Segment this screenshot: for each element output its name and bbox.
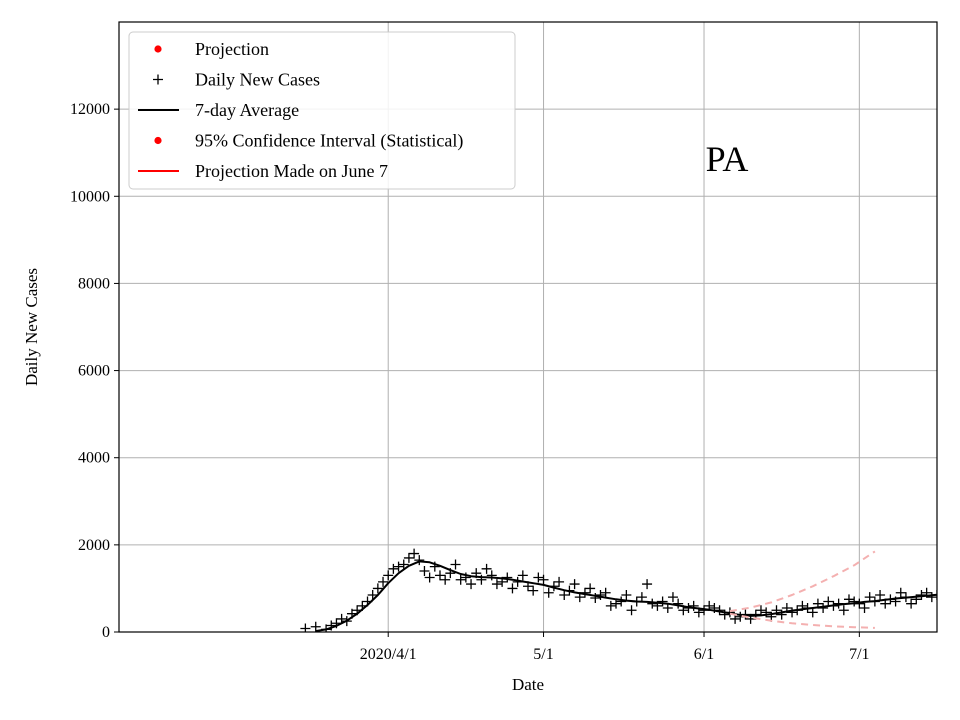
case-point	[367, 589, 378, 600]
case-point	[926, 592, 937, 603]
x-tick-label: 7/1	[849, 646, 869, 663]
case-point	[455, 574, 466, 585]
dashed-projection-line	[729, 612, 875, 629]
legend: Projection Daily New Cases 7-day Average 95…	[128, 31, 516, 190]
case-point	[590, 593, 601, 604]
case-point	[895, 587, 906, 598]
case-point	[507, 583, 518, 594]
case-point	[434, 570, 445, 581]
case-point	[491, 579, 502, 590]
y-tick-label: 12000	[70, 101, 110, 118]
case-point	[787, 607, 798, 618]
legend-marker-projection	[154, 45, 162, 53]
y-tick-label: 6000	[78, 363, 110, 380]
y-tick-label: 0	[102, 624, 110, 641]
7-day-average-line	[315, 560, 937, 632]
case-point	[388, 563, 399, 574]
case-point	[559, 589, 570, 600]
case-point	[595, 589, 606, 600]
legend-label-daily-new-cases: Daily New Cases	[195, 70, 320, 90]
x-tick-label: 2020/4/1	[360, 646, 417, 663]
case-point	[398, 559, 409, 570]
case-point	[906, 598, 917, 609]
case-point	[466, 579, 477, 590]
x-tick-label: 5/1	[533, 646, 553, 663]
grid	[119, 22, 937, 633]
legend-label-projection-made-on-june-7: Projection Made on June 7	[195, 161, 388, 181]
case-point	[719, 609, 730, 620]
dashed-projection-line	[729, 550, 876, 613]
legend-box	[128, 31, 516, 190]
legend-label-95-confidence-interval-statistical: 95% Confidence Interval (Statistical)	[195, 131, 463, 152]
region-label: PA	[706, 139, 749, 179]
y-tick-label: 10000	[70, 188, 110, 205]
case-point	[642, 579, 653, 590]
legend-label-projection: Projection	[195, 39, 269, 59]
case-point	[605, 600, 616, 611]
y-tick-label: 2000	[78, 537, 110, 554]
case-point	[378, 576, 389, 587]
case-point	[409, 548, 420, 559]
case-point	[569, 579, 580, 590]
case-point	[875, 589, 886, 600]
case-point	[688, 600, 699, 611]
legend-marker-daily-new-cases	[153, 74, 163, 85]
case-point	[667, 592, 678, 603]
case-point	[528, 585, 539, 596]
ticks: 2020/4/15/16/17/18/19/110/111/112/12021/…	[70, 101, 870, 663]
legend-label-7-day-average: 7-day Average	[195, 100, 299, 120]
case-point	[673, 598, 684, 609]
case-point	[600, 587, 611, 598]
case-point	[776, 609, 787, 620]
case-point	[533, 572, 544, 583]
case-point	[626, 605, 637, 616]
case-point	[755, 605, 766, 616]
case-point	[538, 574, 549, 585]
case-point	[419, 566, 430, 576]
case-point	[616, 596, 627, 607]
x-tick-label: 6/1	[694, 646, 714, 663]
case-point	[543, 587, 554, 598]
legend-marker-95-confidence-interval-statistical	[154, 136, 162, 145]
case-point	[517, 570, 528, 581]
case-point	[440, 574, 451, 585]
case-point	[414, 555, 425, 566]
case-point	[450, 559, 461, 570]
plot-frame	[118, 21, 938, 633]
case-point	[372, 583, 383, 594]
case-point	[502, 572, 513, 583]
case-point	[807, 607, 818, 618]
case-point	[647, 598, 658, 609]
case-point	[823, 596, 834, 607]
case-point	[838, 605, 849, 616]
y-axis-title: Daily New Cases	[22, 268, 41, 386]
case-point	[849, 596, 860, 607]
y-tick-label: 8000	[78, 275, 110, 292]
y-tick-label: 4000	[78, 450, 110, 467]
x-axis-title: Date	[512, 675, 544, 694]
case-point	[393, 561, 404, 572]
case-point	[424, 572, 435, 583]
case-point	[859, 603, 870, 614]
case-point	[403, 552, 414, 563]
case-point	[585, 583, 596, 594]
case-point	[486, 570, 497, 581]
case-point	[657, 596, 668, 607]
data-layer	[300, 548, 937, 632]
case-point	[636, 592, 647, 603]
case-point	[621, 589, 632, 600]
case-point	[554, 576, 565, 587]
case-point	[481, 563, 492, 574]
case-point	[383, 570, 394, 581]
case-point	[864, 592, 875, 603]
case-point	[611, 598, 622, 609]
